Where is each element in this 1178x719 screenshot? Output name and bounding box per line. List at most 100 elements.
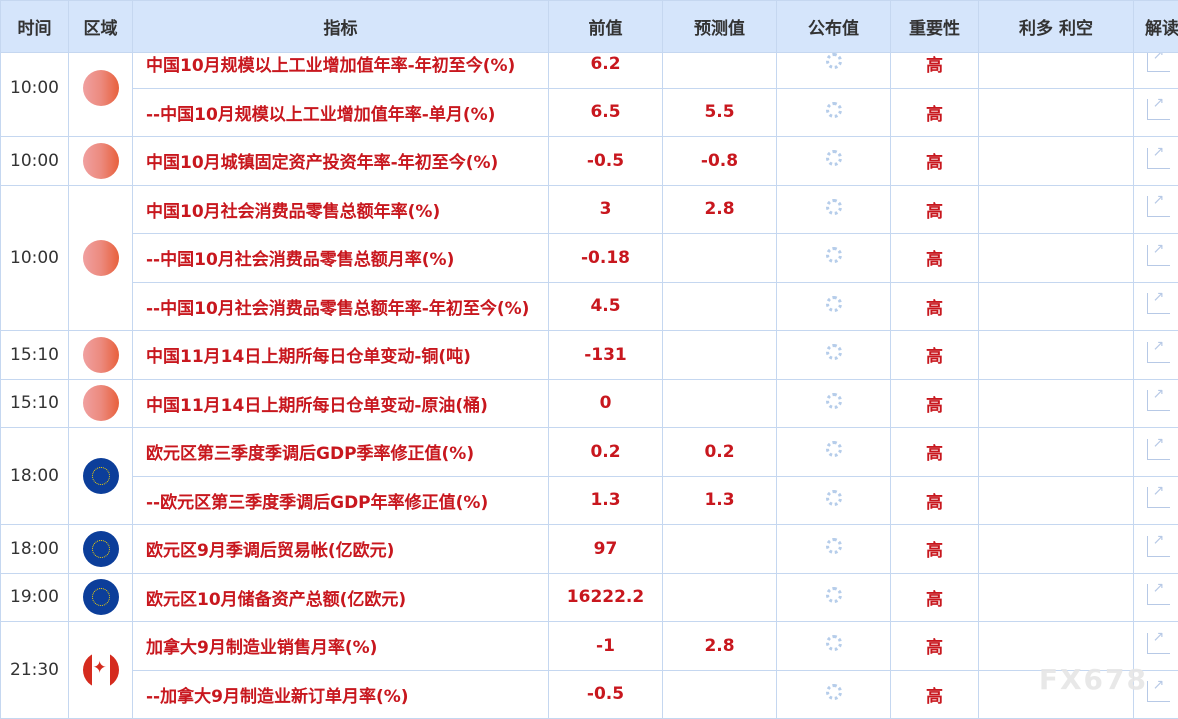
chart-analysis-icon[interactable] [1147,148,1170,169]
analysis-cell[interactable] [1134,88,1178,137]
chart-analysis-icon[interactable] [1147,99,1170,120]
loading-spinner-icon [826,344,842,360]
forecast-value: 2.8 [663,185,777,234]
chart-analysis-icon[interactable] [1147,245,1170,266]
importance: 高 [891,525,979,574]
actual-value [777,428,891,477]
analysis-cell[interactable] [1134,525,1178,574]
importance: 高 [891,670,979,719]
analysis-cell[interactable] [1134,282,1178,331]
indicator-link[interactable]: --中国10月社会消费品零售总额月率(%) [133,234,549,283]
analysis-cell[interactable] [1134,428,1178,477]
forecast-value: 2.8 [663,622,777,671]
column-header: 利多 利空 [979,1,1134,53]
chart-analysis-icon[interactable] [1147,487,1170,508]
indicator-link[interactable]: 中国11月14日上期所每日仓单变动-原油(桶) [133,379,549,428]
region-flag [69,525,133,574]
event-time: 10:00 [1,185,69,331]
cn-flag-icon [83,70,119,106]
analysis-cell[interactable] [1134,573,1178,622]
loading-spinner-icon [826,199,842,215]
forecast-value: 5.5 [663,88,777,137]
indicator-link[interactable]: 中国10月城镇固定资产投资年率-年初至今(%) [133,137,549,186]
loading-spinner-icon [826,150,842,166]
importance: 高 [891,185,979,234]
event-time: 15:10 [1,379,69,428]
analysis-cell[interactable] [1134,234,1178,283]
previous-value: 1.3 [549,476,663,525]
region-flag [69,428,133,525]
indicator-link[interactable]: --中国10月社会消费品零售总额年率-年初至今(%) [133,282,549,331]
loading-spinner-icon [826,635,842,651]
actual-value [777,234,891,283]
chart-analysis-icon[interactable] [1147,439,1170,460]
chart-analysis-icon[interactable] [1147,342,1170,363]
table-row: --中国10月社会消费品零售总额月率(%)-0.18 高 [1,234,1178,283]
forecast-value: 0.2 [663,428,777,477]
ca-flag-icon [83,652,119,688]
previous-value: 3 [549,185,663,234]
indicator-link[interactable]: 欧元区10月储备资产总额(亿欧元) [133,573,549,622]
indicator-link[interactable]: 中国11月14日上期所每日仓单变动-铜(吨) [133,331,549,380]
calendar-table: 10:00中国10月规模以上工业增加值年率-年初至今(%)6.2高--中国10月… [0,39,1178,719]
previous-value: -131 [549,331,663,380]
actual-value [777,476,891,525]
previous-value: -0.18 [549,234,663,283]
loading-spinner-icon [826,53,842,69]
importance: 高 [891,331,979,380]
impact [979,185,1134,234]
importance: 高 [891,88,979,137]
actual-value [777,525,891,574]
forecast-value: 1.3 [663,476,777,525]
chart-analysis-icon[interactable] [1147,51,1170,72]
chart-analysis-icon[interactable] [1147,681,1170,702]
column-header: 指标 [133,1,549,53]
indicator-link[interactable]: --中国10月规模以上工业增加值年率-单月(%) [133,88,549,137]
impact [979,137,1134,186]
analysis-cell[interactable] [1134,137,1178,186]
watermark: FX678 [1039,663,1148,696]
loading-spinner-icon [826,538,842,554]
indicator-link[interactable]: 中国10月社会消费品零售总额年率(%) [133,185,549,234]
importance: 高 [891,282,979,331]
eu-flag-icon [83,579,119,615]
indicator-link[interactable]: --欧元区第三季度季调后GDP年率修正值(%) [133,476,549,525]
analysis-cell[interactable] [1134,476,1178,525]
chart-analysis-icon[interactable] [1147,633,1170,654]
analysis-cell[interactable] [1134,331,1178,380]
indicator-link[interactable]: 欧元区9月季调后贸易帐(亿欧元) [133,525,549,574]
previous-value: 6.5 [549,88,663,137]
forecast-value [663,670,777,719]
importance: 高 [891,622,979,671]
previous-value: -0.5 [549,670,663,719]
indicator-link[interactable]: 加拿大9月制造业销售月率(%) [133,622,549,671]
forecast-value [663,331,777,380]
eu-flag-icon [83,458,119,494]
importance: 高 [891,379,979,428]
impact [979,331,1134,380]
column-header: 解读 [1134,1,1178,53]
chart-analysis-icon[interactable] [1147,584,1170,605]
chart-analysis-icon[interactable] [1147,293,1170,314]
table-row: 21:30加拿大9月制造业销售月率(%)-12.8高 [1,622,1178,671]
chart-analysis-icon[interactable] [1147,196,1170,217]
event-time: 18:00 [1,525,69,574]
region-flag [69,137,133,186]
chart-analysis-icon[interactable] [1147,536,1170,557]
analysis-cell[interactable] [1134,379,1178,428]
importance: 高 [891,234,979,283]
chart-analysis-icon[interactable] [1147,390,1170,411]
indicator-link[interactable]: 欧元区第三季度季调后GDP季率修正值(%) [133,428,549,477]
actual-value [777,622,891,671]
impact [979,428,1134,477]
indicator-link[interactable]: --加拿大9月制造业新订单月率(%) [133,670,549,719]
previous-value: 97 [549,525,663,574]
actual-value [777,331,891,380]
analysis-cell[interactable] [1134,185,1178,234]
event-time: 10:00 [1,40,69,137]
actual-value [777,379,891,428]
